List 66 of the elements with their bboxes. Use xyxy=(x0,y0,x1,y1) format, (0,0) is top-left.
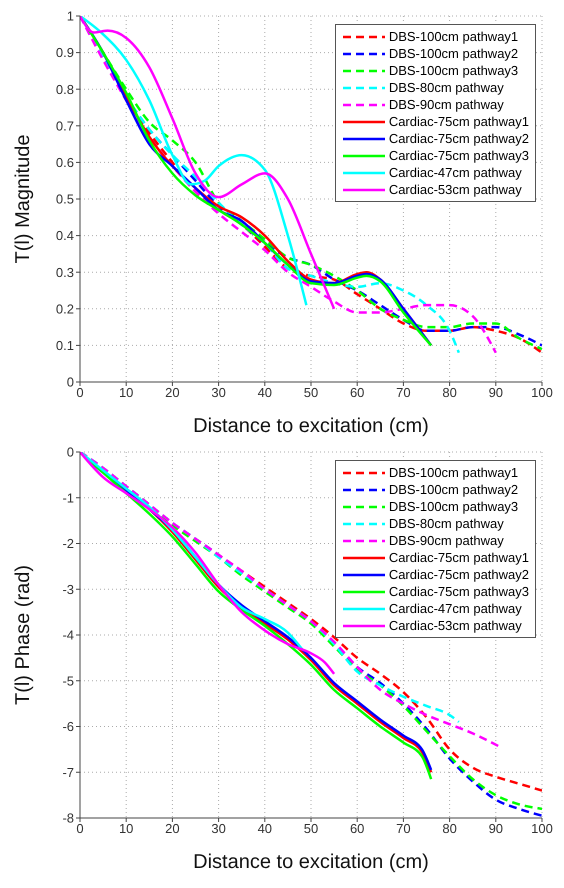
legend-label: Cardiac-75cm pathway3 xyxy=(388,583,529,600)
y-tick-label: 0.6 xyxy=(56,155,74,170)
y-tick-label: 0.7 xyxy=(56,118,74,134)
y-tick-label: 0.2 xyxy=(56,301,74,316)
legend-label: Cardiac-75cm pathway2 xyxy=(388,566,529,583)
x-tick-label: 70 xyxy=(396,385,411,400)
legend-label: DBS-90cm pathway xyxy=(388,532,504,549)
legend-label: DBS-100cm pathway2 xyxy=(388,45,518,62)
x-tick-label: 10 xyxy=(118,385,134,400)
x-tick-label: 30 xyxy=(211,821,226,836)
x-tick-label: 40 xyxy=(258,821,272,836)
y-axis-title: T(l) Phase (rad) xyxy=(12,564,34,706)
x-tick-label: 70 xyxy=(396,821,411,836)
y-tick-label: 0 xyxy=(66,444,74,460)
y-axis-title: T(l) Magnitude xyxy=(12,134,34,264)
x-tick-label: 50 xyxy=(304,821,318,836)
legend-label: DBS-90cm pathway xyxy=(388,96,504,113)
legend-label: DBS-100cm pathway1 xyxy=(388,464,518,481)
x-axis-title: Distance to excitation (cm) xyxy=(193,851,429,873)
x-tick-label: 30 xyxy=(211,385,226,400)
legend-label: DBS-100cm pathway3 xyxy=(388,62,518,79)
legend-label: DBS-100cm pathway2 xyxy=(388,481,518,498)
x-tick-label: 100 xyxy=(531,821,553,836)
legend-label: Cardiac-75cm pathway3 xyxy=(388,147,529,164)
x-tick-label: 90 xyxy=(488,385,504,400)
legend-label: DBS-80cm pathway xyxy=(388,79,504,96)
x-tick-label: 90 xyxy=(488,821,504,836)
y-tick-label: -2 xyxy=(62,536,74,552)
legend-label: Cardiac-75cm pathway1 xyxy=(388,549,529,566)
legend-label: DBS-80cm pathway xyxy=(388,515,504,532)
y-tick-label: 0.9 xyxy=(56,45,74,60)
legend-label: Cardiac-53cm pathway xyxy=(388,617,522,634)
x-tick-label: 20 xyxy=(165,385,180,400)
y-tick-label: -1 xyxy=(62,490,74,506)
legend-label: Cardiac-75cm pathway2 xyxy=(388,130,529,147)
y-tick-label: 0.8 xyxy=(56,82,74,97)
legend-label: Cardiac-75cm pathway1 xyxy=(388,113,529,130)
x-tick-label: 20 xyxy=(165,821,180,836)
y-tick-label: -7 xyxy=(62,764,74,780)
x-tick-label: 60 xyxy=(350,385,364,400)
legend-label: DBS-100cm pathway1 xyxy=(388,28,518,45)
y-tick-label: 0.1 xyxy=(56,338,74,354)
y-tick-label: 1 xyxy=(66,8,74,24)
y-tick-label: -8 xyxy=(62,810,74,826)
y-tick-label: -5 xyxy=(62,673,74,688)
legend-label: Cardiac-53cm pathway xyxy=(388,181,522,198)
legend-label: Cardiac-47cm pathway xyxy=(388,600,522,617)
x-tick-label: 80 xyxy=(442,385,457,400)
y-tick-label: -3 xyxy=(62,582,74,597)
legend-label: Cardiac-47cm pathway xyxy=(388,164,522,181)
x-tick-label: 50 xyxy=(304,385,318,400)
y-tick-label: 0 xyxy=(66,374,74,390)
x-axis-title: Distance to excitation (cm) xyxy=(193,415,429,437)
legend-label: DBS-100cm pathway3 xyxy=(388,498,518,515)
y-tick-label: -6 xyxy=(62,719,74,734)
x-tick-label: 10 xyxy=(118,821,134,836)
x-tick-label: 60 xyxy=(350,821,364,836)
x-tick-label: 40 xyxy=(258,385,272,400)
y-tick-label: -4 xyxy=(62,628,74,643)
x-tick-label: 100 xyxy=(531,385,553,400)
x-tick-label: 0 xyxy=(76,385,84,400)
x-tick-label: 0 xyxy=(76,821,84,836)
y-tick-label: 0.3 xyxy=(56,264,74,280)
y-tick-label: 0.5 xyxy=(56,192,74,207)
x-tick-label: 80 xyxy=(442,821,457,836)
y-tick-label: 0.4 xyxy=(56,228,74,244)
